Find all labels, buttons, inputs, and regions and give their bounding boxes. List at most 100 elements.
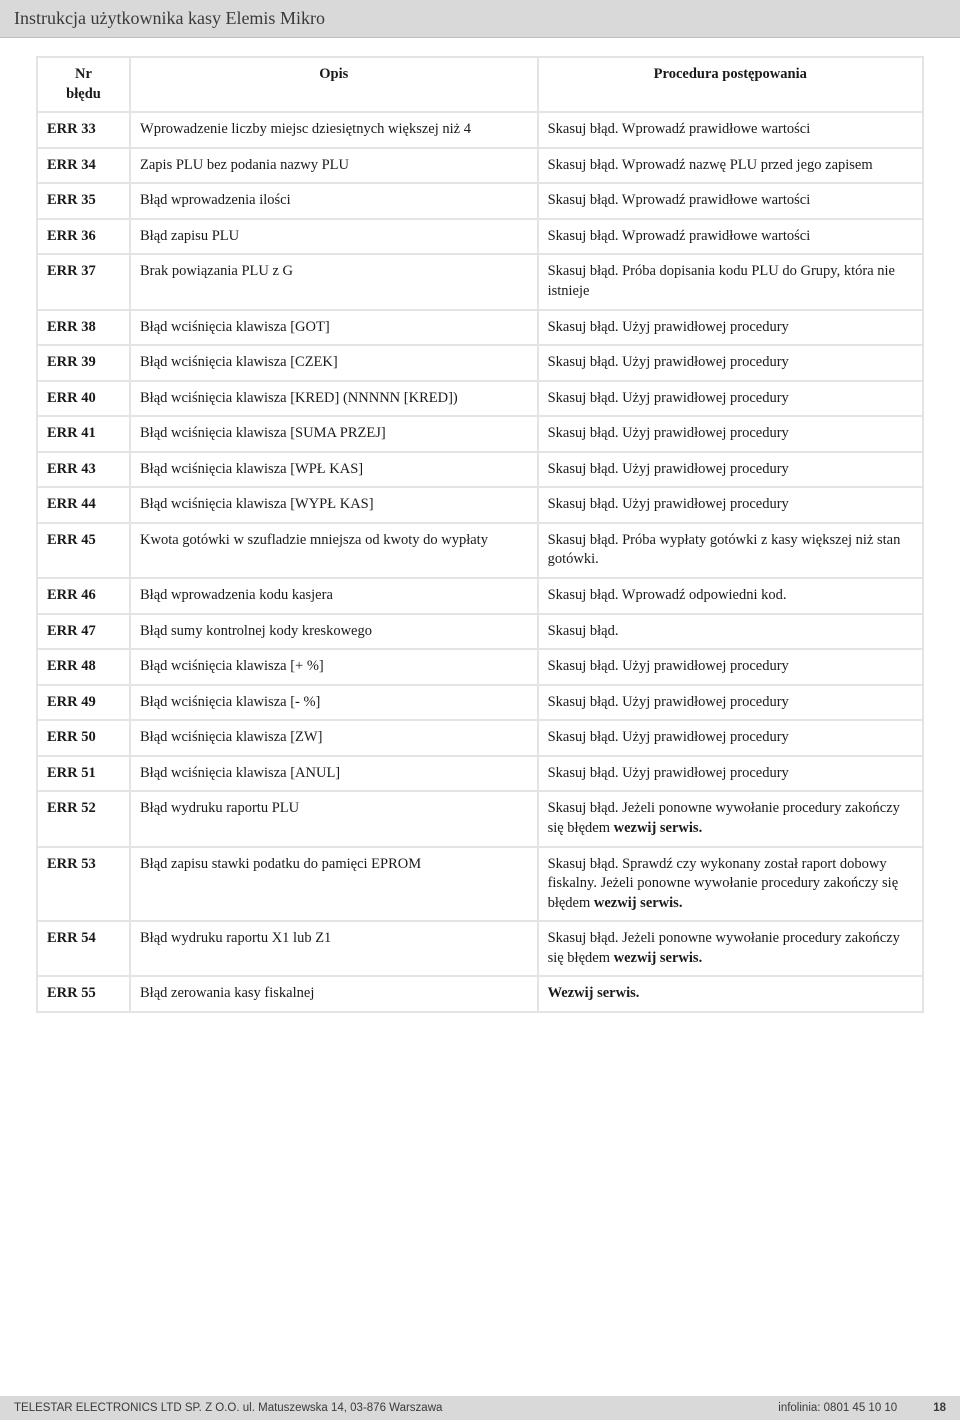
table-row: ERR 54Błąd wydruku raportu X1 lub Z1Skas… [37, 921, 923, 976]
cell-procedura: Skasuj błąd. Użyj prawidłowej procedury [538, 381, 923, 417]
cell-procedura: Skasuj błąd. Użyj prawidłowej procedury [538, 487, 923, 523]
cell-nr: ERR 53 [37, 847, 130, 922]
cell-nr: ERR 52 [37, 791, 130, 846]
table-row: ERR 36Błąd zapisu PLUSkasuj błąd. Wprowa… [37, 219, 923, 255]
cell-nr: ERR 40 [37, 381, 130, 417]
cell-opis: Błąd wprowadzenia kodu kasjera [130, 578, 538, 614]
cell-procedura: Skasuj błąd. Sprawdź czy wykonany został… [538, 847, 923, 922]
error-table: Nr błędu Opis Procedura postępowania ERR… [36, 56, 924, 1013]
cell-procedura: Skasuj błąd. Użyj prawidłowej procedury [538, 685, 923, 721]
cell-procedura: Skasuj błąd. Próba wypłaty gotówki z kas… [538, 523, 923, 578]
cell-nr: ERR 43 [37, 452, 130, 488]
col-procedura: Procedura postępowania [538, 57, 923, 112]
footer-page-number: 18 [933, 1402, 946, 1414]
cell-procedura: Skasuj błąd. Użyj prawidłowej procedury [538, 720, 923, 756]
cell-opis: Błąd wprowadzenia ilości [130, 183, 538, 219]
cell-opis: Błąd wciśnięcia klawisza [KRED] (NNNNN [… [130, 381, 538, 417]
table-row: ERR 46Błąd wprowadzenia kodu kasjeraSkas… [37, 578, 923, 614]
cell-procedura: Skasuj błąd. Wprowadź odpowiedni kod. [538, 578, 923, 614]
cell-procedura: Skasuj błąd. Użyj prawidłowej procedury [538, 310, 923, 346]
cell-nr: ERR 41 [37, 416, 130, 452]
table-row: ERR 53Błąd zapisu stawki podatku do pami… [37, 847, 923, 922]
cell-opis: Błąd zerowania kasy fiskalnej [130, 976, 538, 1012]
table-body: ERR 33Wprowadzenie liczby miejsc dziesię… [37, 112, 923, 1012]
footer-center: infolinia: 0801 45 10 10 [778, 1402, 897, 1414]
cell-nr: ERR 50 [37, 720, 130, 756]
cell-procedura: Skasuj błąd. Wprowadź prawidłowe wartośc… [538, 112, 923, 148]
table-row: ERR 49Błąd wciśnięcia klawisza [- %]Skas… [37, 685, 923, 721]
cell-procedura: Skasuj błąd. Użyj prawidłowej procedury [538, 756, 923, 792]
cell-procedura: Skasuj błąd. [538, 614, 923, 650]
cell-nr: ERR 45 [37, 523, 130, 578]
page-header: Instrukcja użytkownika kasy Elemis Mikro [0, 0, 960, 38]
table-row: ERR 37Brak powiązania PLU z GSkasuj błąd… [37, 254, 923, 309]
table-row: ERR 41Błąd wciśnięcia klawisza [SUMA PRZ… [37, 416, 923, 452]
cell-nr: ERR 49 [37, 685, 130, 721]
content: Nr błędu Opis Procedura postępowania ERR… [0, 38, 960, 1013]
cell-opis: Błąd wciśnięcia klawisza [ZW] [130, 720, 538, 756]
cell-procedura: Skasuj błąd. Użyj prawidłowej procedury [538, 345, 923, 381]
cell-opis: Błąd wciśnięcia klawisza [SUMA PRZEJ] [130, 416, 538, 452]
table-row: ERR 35Błąd wprowadzenia ilościSkasuj błą… [37, 183, 923, 219]
page: Instrukcja użytkownika kasy Elemis Mikro… [0, 0, 960, 1420]
table-row: ERR 44Błąd wciśnięcia klawisza [WYPŁ KAS… [37, 487, 923, 523]
table-row: ERR 43Błąd wciśnięcia klawisza [WPŁ KAS]… [37, 452, 923, 488]
cell-procedura: Skasuj błąd. Jeżeli ponowne wywołanie pr… [538, 921, 923, 976]
cell-opis: Błąd sumy kontrolnej kody kreskowego [130, 614, 538, 650]
table-row: ERR 38Błąd wciśnięcia klawisza [GOT]Skas… [37, 310, 923, 346]
header-title: Instrukcja użytkownika kasy Elemis Mikro [14, 8, 325, 28]
cell-nr: ERR 33 [37, 112, 130, 148]
cell-nr: ERR 39 [37, 345, 130, 381]
table-row: ERR 55Błąd zerowania kasy fiskalnejWezwi… [37, 976, 923, 1012]
cell-opis: Błąd wciśnięcia klawisza [WPŁ KAS] [130, 452, 538, 488]
table-row: ERR 51Błąd wciśnięcia klawisza [ANUL]Ska… [37, 756, 923, 792]
cell-opis: Kwota gotówki w szufladzie mniejsza od k… [130, 523, 538, 578]
table-row: ERR 45Kwota gotówki w szufladzie mniejsz… [37, 523, 923, 578]
cell-nr: ERR 38 [37, 310, 130, 346]
cell-procedura: Skasuj błąd. Jeżeli ponowne wywołanie pr… [538, 791, 923, 846]
cell-opis: Błąd wciśnięcia klawisza [+ %] [130, 649, 538, 685]
cell-procedura: Skasuj błąd. Użyj prawidłowej procedury [538, 416, 923, 452]
cell-nr: ERR 55 [37, 976, 130, 1012]
table-row: ERR 40Błąd wciśnięcia klawisza [KRED] (N… [37, 381, 923, 417]
col-opis: Opis [130, 57, 538, 112]
cell-opis: Błąd wciśnięcia klawisza [WYPŁ KAS] [130, 487, 538, 523]
table-row: ERR 52Błąd wydruku raportu PLUSkasuj błą… [37, 791, 923, 846]
cell-procedura: Wezwij serwis. [538, 976, 923, 1012]
cell-procedura: Skasuj błąd. Wprowadź prawidłowe wartośc… [538, 183, 923, 219]
page-footer: TELESTAR ELECTRONICS LTD SP. Z O.O. ul. … [0, 1396, 960, 1420]
table-header-row: Nr błędu Opis Procedura postępowania [37, 57, 923, 112]
col-nr-top: Nr [75, 66, 92, 82]
table-row: ERR 48Błąd wciśnięcia klawisza [+ %]Skas… [37, 649, 923, 685]
cell-opis: Błąd wciśnięcia klawisza [GOT] [130, 310, 538, 346]
cell-nr: ERR 54 [37, 921, 130, 976]
col-nr-bottom: błędu [66, 86, 101, 102]
cell-procedura: Skasuj błąd. Próba dopisania kodu PLU do… [538, 254, 923, 309]
footer-left: TELESTAR ELECTRONICS LTD SP. Z O.O. ul. … [14, 1402, 442, 1414]
cell-nr: ERR 47 [37, 614, 130, 650]
cell-opis: Błąd wciśnięcia klawisza [ANUL] [130, 756, 538, 792]
cell-nr: ERR 37 [37, 254, 130, 309]
cell-opis: Błąd wydruku raportu PLU [130, 791, 538, 846]
table-row: ERR 47Błąd sumy kontrolnej kody kreskowe… [37, 614, 923, 650]
cell-nr: ERR 44 [37, 487, 130, 523]
table-row: ERR 34Zapis PLU bez podania nazwy PLUSka… [37, 148, 923, 184]
cell-nr: ERR 51 [37, 756, 130, 792]
cell-nr: ERR 48 [37, 649, 130, 685]
table-row: ERR 39Błąd wciśnięcia klawisza [CZEK]Ska… [37, 345, 923, 381]
cell-procedura: Skasuj błąd. Użyj prawidłowej procedury [538, 452, 923, 488]
cell-nr: ERR 35 [37, 183, 130, 219]
cell-opis: Zapis PLU bez podania nazwy PLU [130, 148, 538, 184]
cell-nr: ERR 46 [37, 578, 130, 614]
cell-nr: ERR 36 [37, 219, 130, 255]
cell-procedura: Skasuj błąd. Wprowadź prawidłowe wartośc… [538, 219, 923, 255]
cell-opis: Brak powiązania PLU z G [130, 254, 538, 309]
cell-procedura: Skasuj błąd. Użyj prawidłowej procedury [538, 649, 923, 685]
cell-opis: Wprowadzenie liczby miejsc dziesiętnych … [130, 112, 538, 148]
table-row: ERR 50Błąd wciśnięcia klawisza [ZW]Skasu… [37, 720, 923, 756]
cell-opis: Błąd zapisu PLU [130, 219, 538, 255]
cell-opis: Błąd wciśnięcia klawisza [- %] [130, 685, 538, 721]
col-nr: Nr błędu [37, 57, 130, 112]
cell-opis: Błąd wciśnięcia klawisza [CZEK] [130, 345, 538, 381]
cell-opis: Błąd zapisu stawki podatku do pamięci EP… [130, 847, 538, 922]
